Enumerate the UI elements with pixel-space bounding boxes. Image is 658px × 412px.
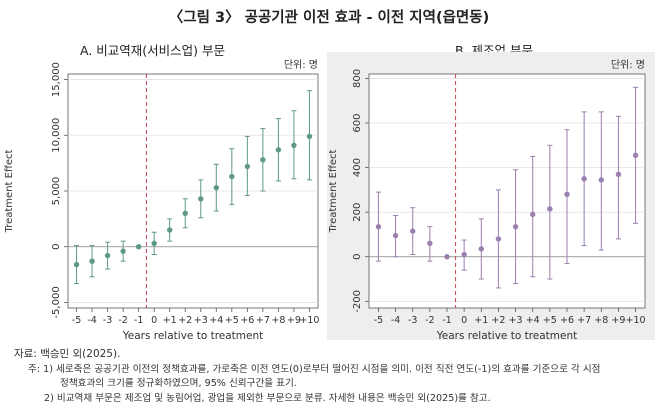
x-tick-label: -3 [103, 315, 112, 326]
footnote-1-line-1: 주: 1) 세로축은 공공기관 이전의 정책효과를, 가로축은 이전 연도(0)… [28, 364, 601, 375]
x-tick-label: +4 [526, 315, 540, 326]
data-point [547, 206, 553, 212]
x-tick-label: +5 [225, 315, 239, 326]
data-point [410, 228, 416, 234]
x-tick-label: 0 [151, 315, 157, 326]
data-point [461, 251, 467, 258]
data-point [167, 227, 173, 233]
x-tick-label: +4 [209, 315, 223, 326]
plot-area [368, 73, 646, 309]
data-point [444, 254, 450, 260]
data-point [275, 147, 282, 153]
data-point [213, 184, 219, 191]
unit-label: 단위: 명 [611, 58, 645, 71]
x-tick-label: +7 [256, 315, 270, 326]
x-tick-label: +10 [299, 315, 319, 326]
y-tick-label: 400 [352, 158, 363, 177]
x-tick-label: +8 [594, 315, 608, 326]
x-tick-label: +5 [543, 315, 557, 326]
data-point [182, 210, 188, 216]
y-tick-label: 800 [352, 69, 363, 88]
data-point [244, 163, 251, 170]
x-tick-label: +6 [240, 315, 254, 326]
data-point [615, 171, 622, 177]
x-tick-label: +1 [163, 315, 177, 326]
x-tick-label: +2 [491, 315, 505, 326]
data-point [291, 142, 297, 149]
x-tick-label: -2 [425, 315, 434, 326]
y-tick-label: -5,000 [51, 286, 62, 318]
data-point [120, 248, 126, 254]
data-point [512, 223, 519, 230]
footnote-2: 2) 비교역재 부문은 제조업 및 농림어업, 광업을 제외한 부문으로 분류.… [44, 393, 491, 404]
x-tick-label: +3 [194, 315, 208, 326]
unit-label: 단위: 명 [284, 58, 318, 71]
data-point [89, 258, 95, 264]
y-axis-label: Treatment Effect [328, 150, 339, 234]
data-point [598, 177, 604, 183]
x-tick-label: -5 [72, 315, 81, 326]
y-axis-label: Treatment Effect [4, 150, 15, 234]
y-tick-label: 5,000 [51, 177, 62, 206]
data-point [632, 152, 639, 159]
x-tick-label: -2 [118, 315, 127, 326]
data-point [375, 223, 382, 230]
x-tick-label: +8 [271, 315, 285, 326]
data-point [564, 191, 570, 198]
x-axis-label: Years relative to treatment [122, 330, 264, 340]
data-point [581, 176, 587, 182]
x-tick-label: -1 [442, 315, 451, 326]
x-tick-label: +2 [178, 315, 192, 326]
x-tick-label: -3 [408, 315, 417, 326]
data-point [530, 211, 536, 218]
x-tick-label: -1 [134, 315, 143, 326]
data-point [151, 240, 157, 247]
x-tick-label: +10 [626, 315, 646, 326]
source-note: 자료: 백승민 외(2025). [14, 348, 121, 360]
data-point [392, 232, 399, 239]
y-tick-label: 10,000 [51, 118, 62, 153]
data-point [229, 173, 235, 180]
data-point [198, 196, 204, 202]
data-point [478, 246, 484, 252]
y-tick-label: 0 [51, 244, 62, 250]
x-tick-label: -4 [391, 315, 400, 326]
y-tick-label: 600 [352, 113, 363, 132]
x-tick-label: +9 [287, 315, 301, 326]
panel-b-chart: -200 0 200 400 600 800 -5 -4 -3 -2 -1 0 +1 +2 +3 +4 +5 +6… [327, 52, 655, 340]
data-point [73, 261, 80, 268]
footnote-1-line-2: 정책효과의 크기를 정규화하였으며, 95% 신뢰구간을 표기. [60, 378, 297, 389]
x-tick-label: -4 [87, 315, 96, 326]
data-point [135, 244, 142, 250]
data-point [427, 240, 433, 247]
x-tick-label: +1 [474, 315, 488, 326]
x-tick-label: +3 [509, 315, 523, 326]
data-point [495, 236, 502, 242]
x-tick-label: 0 [461, 315, 467, 326]
x-tick-label: +9 [611, 315, 625, 326]
data-point [260, 157, 266, 163]
x-tick-label: +6 [560, 315, 574, 326]
y-tick-label: -200 [352, 290, 363, 313]
panel-a-title: A. 비교역재(서비스업) 부문 [80, 43, 226, 58]
figure-title: 〈그림 3〉 공공기관 이전 효과 - 이전 지역(읍면동) [168, 10, 490, 26]
data-point [306, 133, 313, 140]
x-tick-label: +7 [577, 315, 591, 326]
x-axis-label: Years relative to treatment [436, 330, 578, 340]
data-point [104, 252, 111, 259]
x-tick-label: -5 [374, 315, 383, 326]
y-tick-label: 200 [352, 203, 363, 222]
y-tick-label: 0 [352, 254, 363, 260]
y-tick-label: 15,000 [51, 62, 62, 97]
